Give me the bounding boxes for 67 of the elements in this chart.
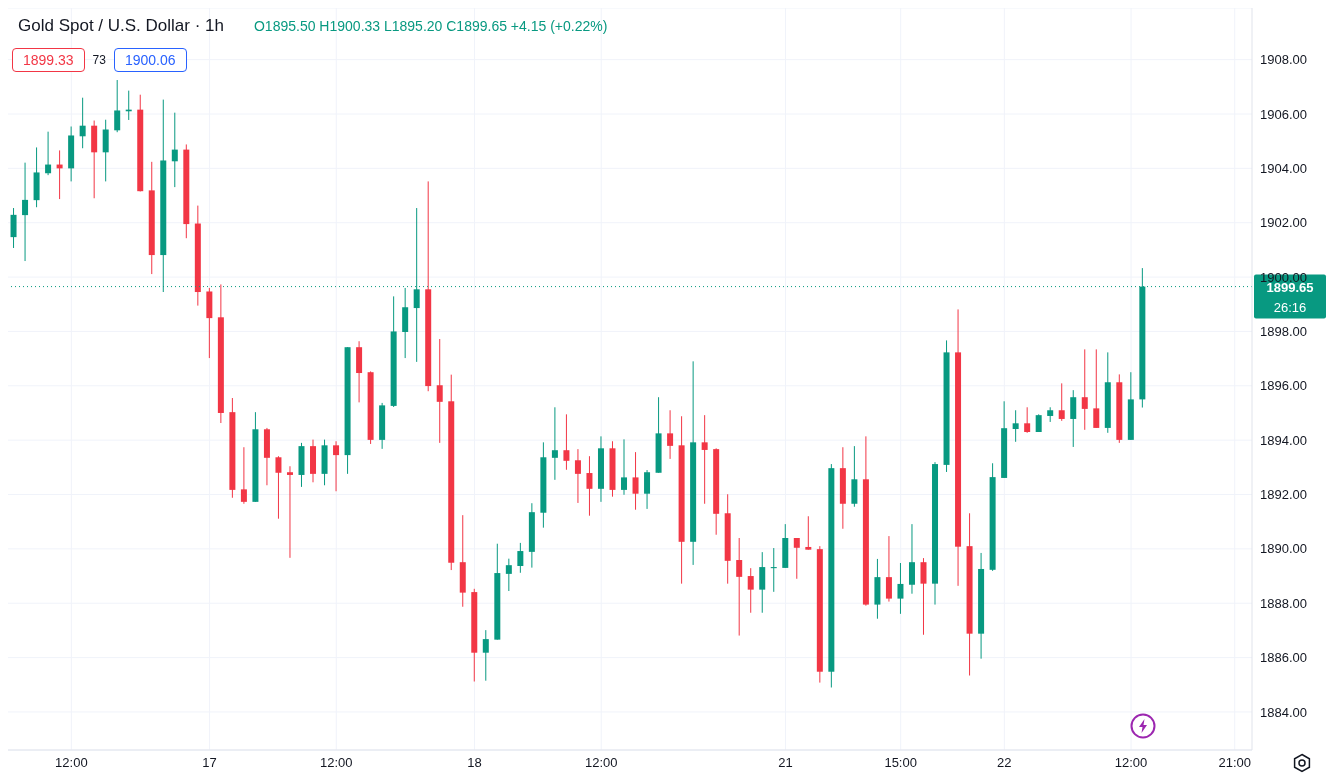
candlestick <box>1070 389 1077 448</box>
candlestick <box>632 451 639 511</box>
y-tick-label: 1888.00 <box>1260 595 1307 611</box>
y-tick-label: 1908.00 <box>1260 52 1307 68</box>
candlestick <box>736 537 743 637</box>
candlestick <box>1012 409 1019 443</box>
x-tick-label: 21 <box>778 755 793 771</box>
candlestick <box>114 79 121 133</box>
text: Gold Spot / U.S. Dollar · 1h <box>18 16 224 36</box>
candlestick <box>908 523 915 595</box>
candlestick <box>1058 382 1065 422</box>
candlestick <box>171 112 178 188</box>
candlestick <box>644 469 651 510</box>
x-tick-label: 12:00 <box>320 755 353 771</box>
x-tick-label: 15:00 <box>884 755 917 771</box>
candlestick <box>551 406 558 481</box>
y-tick-label: 1902.00 <box>1260 215 1307 231</box>
candlestick <box>517 542 524 574</box>
x-tick-label: 12:00 <box>1114 755 1148 771</box>
x-tick-label: 12:00 <box>55 755 88 771</box>
y-tick-label: 1886.00 <box>1260 650 1307 666</box>
y-tick-label: 1906.00 <box>1260 106 1307 122</box>
candlestick <box>574 448 581 504</box>
candlestick <box>286 465 293 559</box>
candlestick <box>102 119 109 182</box>
candlestick <box>1024 406 1031 434</box>
candlestick <box>667 409 674 460</box>
y-tick-label: 1896.00 <box>1260 378 1307 394</box>
candlestick <box>920 557 927 636</box>
candlestick <box>22 162 29 262</box>
y-tick-label: 1884.00 <box>1260 704 1307 720</box>
x-tick-label: 12:00 <box>584 755 618 771</box>
y-tick-label: 1894.00 <box>1260 432 1307 448</box>
candlestick <box>482 629 489 682</box>
annotation: 1899.33 <box>12 48 85 72</box>
candlestick <box>10 207 17 249</box>
y-tick-label: 1904.00 <box>1260 160 1307 176</box>
text: 26:16 <box>1273 299 1307 315</box>
candlestick <box>793 537 800 580</box>
candlestick <box>885 535 892 603</box>
y-tick-label: 1892.00 <box>1260 487 1307 503</box>
candlestick <box>759 551 766 614</box>
candlestick <box>621 438 628 496</box>
y-tick-label: 1890.00 <box>1260 541 1307 557</box>
candlestick <box>805 515 812 551</box>
candlestick <box>45 131 52 176</box>
candlestick <box>1081 348 1088 431</box>
candlestick <box>505 558 512 592</box>
x-tick-label: 17 <box>202 755 217 771</box>
candlestick <box>586 455 593 517</box>
candlestick <box>1093 348 1100 429</box>
candlestick <box>436 338 443 444</box>
candlestick <box>240 446 247 505</box>
candlestick <box>747 567 754 614</box>
candlestick <box>897 562 904 615</box>
annotation: 73 <box>92 53 106 67</box>
y-tick-label: 1898.00 <box>1260 324 1307 340</box>
candlestick <box>79 97 86 149</box>
annotation: O1895.50 H1900.33 L1895.20 C1899.65 +4.15 (+0.22%) <box>253 18 608 34</box>
x-tick-label: 21:00 <box>1218 755 1251 771</box>
candlestick <box>333 440 340 492</box>
candlestick <box>275 455 282 520</box>
x-tick-label: 22 <box>997 755 1012 771</box>
candlestick <box>701 414 708 505</box>
annotation: 1900.06 <box>113 48 187 72</box>
candlestick <box>563 413 570 471</box>
x-tick-label: 18 <box>467 755 482 771</box>
